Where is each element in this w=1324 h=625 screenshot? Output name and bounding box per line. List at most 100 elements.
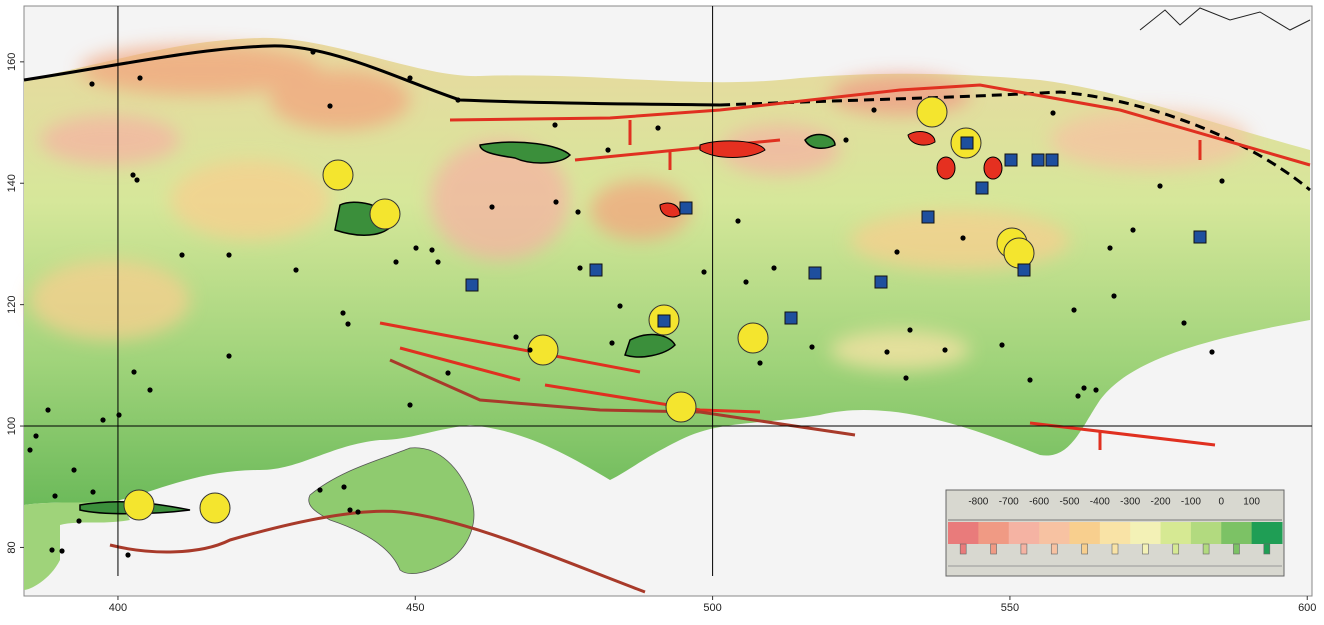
station-dot — [49, 547, 55, 553]
station-dot — [226, 353, 232, 359]
station-dot — [999, 342, 1005, 348]
y-tick-label: 100 — [6, 417, 18, 435]
station-dot — [131, 369, 137, 375]
station-dot — [407, 75, 413, 81]
legend-swatch — [1099, 522, 1131, 544]
legend-marker — [959, 543, 967, 555]
station-dot — [226, 252, 232, 258]
station-dot — [293, 267, 299, 273]
station-dot — [757, 360, 763, 366]
southwest-land — [24, 500, 130, 590]
station-dot — [435, 259, 441, 265]
legend-marker — [1233, 543, 1240, 555]
legend-marker — [1202, 543, 1210, 555]
station-dot — [1157, 183, 1163, 189]
station-dot — [1075, 393, 1081, 399]
legend-marker — [990, 543, 997, 555]
station-dot — [310, 49, 316, 55]
station-dot — [1209, 349, 1215, 355]
station-dot — [340, 310, 346, 316]
mainland — [24, 37, 1310, 505]
station-dot — [455, 97, 461, 103]
legend-label: -100 — [1181, 497, 1201, 508]
legend-marker — [1172, 543, 1180, 555]
station-dot — [1081, 385, 1087, 391]
legend-label: -800 — [968, 497, 988, 508]
station-dot — [355, 509, 361, 515]
legend-swatch — [1221, 522, 1253, 544]
station-dot — [1093, 387, 1099, 393]
station-dot — [1027, 377, 1033, 383]
station-dot — [341, 484, 347, 490]
legend-label: -700 — [999, 497, 1019, 508]
legend-marker — [1263, 543, 1271, 555]
legend-swatch — [1160, 522, 1192, 544]
station-dot — [735, 218, 741, 224]
station-dot — [137, 75, 143, 81]
station-dot — [771, 265, 777, 271]
station-dot — [871, 107, 877, 113]
y-tick-label: 140 — [6, 174, 18, 192]
station-dot — [527, 347, 533, 353]
station-dot — [577, 265, 583, 271]
station-dot — [45, 407, 51, 413]
station-dot — [89, 81, 95, 87]
legend-label: -600 — [1029, 497, 1049, 508]
station-dot — [960, 235, 966, 241]
station-dot — [1107, 245, 1113, 251]
legend-swatch — [1251, 522, 1283, 544]
y-tick-label: 80 — [6, 541, 18, 553]
station-dot — [809, 344, 815, 350]
station-dot — [33, 433, 39, 439]
station-dot — [655, 125, 661, 131]
legend-marker — [1050, 543, 1058, 555]
station-dot — [179, 252, 185, 258]
station-dot — [489, 204, 495, 210]
station-dot — [134, 177, 140, 183]
station-dot — [347, 507, 353, 513]
station-dot — [327, 103, 333, 109]
station-dot — [1050, 110, 1056, 116]
legend: -800 -700 -600 -500 -400 -300 -200 -100 0 100 — [945, 489, 1285, 577]
station-dot — [147, 387, 153, 393]
station-dot — [1181, 320, 1187, 326]
station-dot — [701, 269, 707, 275]
legend-swatch — [978, 522, 1010, 544]
legend-swatch — [1039, 522, 1070, 544]
station-dot — [1111, 293, 1117, 299]
station-dot — [71, 467, 77, 473]
legend-swatch — [1190, 522, 1222, 544]
station-dot — [100, 417, 106, 423]
station-dot — [1071, 307, 1077, 313]
x-tick-label: 600 — [1298, 602, 1316, 614]
legend-marker — [1020, 543, 1028, 555]
legend-swatch — [1130, 522, 1162, 544]
station-dot — [894, 249, 900, 255]
station-dot — [413, 245, 419, 251]
station-dot — [1130, 227, 1136, 233]
station-dot — [552, 122, 558, 128]
legend-label: 0 — [1218, 497, 1224, 508]
station-dot — [942, 347, 948, 353]
elevation-shading — [30, 45, 1250, 370]
legend-label: -500 — [1059, 497, 1079, 508]
station-dot — [125, 552, 131, 558]
station-dot — [393, 259, 399, 265]
station-dot — [407, 402, 413, 408]
legend-marker — [1111, 543, 1119, 555]
legend-label: -300 — [1120, 497, 1140, 508]
legend-marker — [1081, 543, 1088, 555]
legend-label: -400 — [1090, 497, 1110, 508]
station-dot — [907, 327, 913, 333]
station-dot — [445, 370, 451, 376]
x-tick-label: 450 — [406, 602, 424, 614]
station-dot — [884, 349, 890, 355]
station-dot — [76, 518, 82, 524]
station-dot — [345, 321, 351, 327]
station-dot — [575, 209, 581, 215]
station-dot — [553, 199, 559, 205]
station-dot — [843, 137, 849, 143]
y-tick-label: 120 — [6, 295, 18, 313]
station-dot — [605, 147, 611, 153]
